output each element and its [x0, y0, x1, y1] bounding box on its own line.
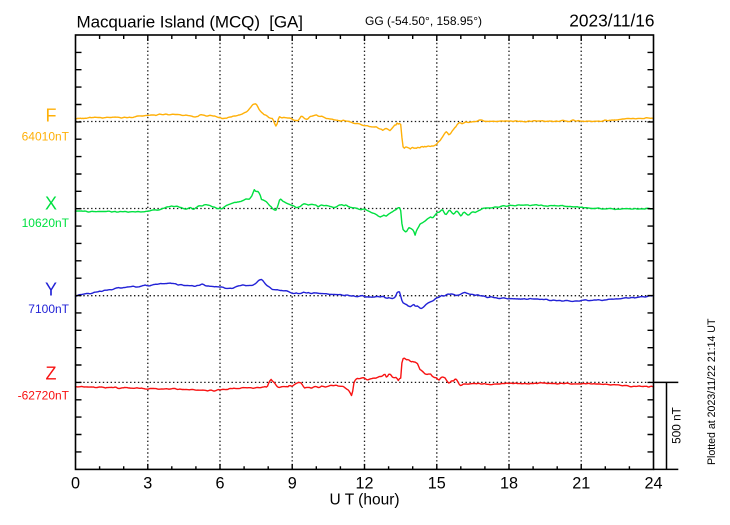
svg-text:500 nT: 500 nT [669, 407, 683, 444]
svg-text:10620nT: 10620nT [22, 216, 70, 230]
svg-text:X: X [45, 194, 57, 214]
svg-text:Y: Y [45, 280, 57, 300]
svg-text:18: 18 [500, 474, 518, 492]
svg-text:2023/11/16: 2023/11/16 [569, 11, 654, 31]
svg-text:3: 3 [143, 474, 152, 492]
svg-text:0: 0 [71, 474, 80, 492]
svg-text:U T (hour): U T (hour) [329, 492, 399, 509]
svg-text:F: F [46, 106, 57, 126]
svg-text:6: 6 [215, 474, 224, 492]
svg-text:64010nT: 64010nT [22, 129, 70, 143]
svg-text:Macquarie Island (MCQ) [GA]: Macquarie Island (MCQ) [GA] [77, 12, 303, 31]
svg-text:9: 9 [288, 474, 297, 492]
svg-text:12: 12 [355, 474, 373, 492]
svg-text:Z: Z [46, 363, 57, 383]
svg-text:24: 24 [644, 474, 662, 492]
svg-text:GG (-54.50°, 158.95°): GG (-54.50°, 158.95°) [365, 14, 482, 28]
svg-text:15: 15 [428, 474, 446, 492]
svg-text:Plotted at 2023/11/22 21:14 UT: Plotted at 2023/11/22 21:14 UT [706, 318, 718, 465]
svg-text:21: 21 [572, 474, 590, 492]
svg-text:-62720nT: -62720nT [18, 388, 70, 402]
svg-text:7100nT: 7100nT [28, 302, 69, 316]
